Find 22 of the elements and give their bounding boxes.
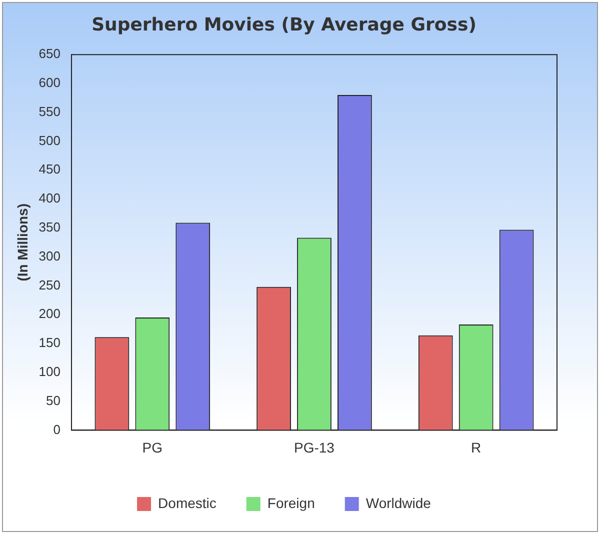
y-tick-label: 500 — [38, 132, 60, 148]
y-tick-label: 100 — [38, 364, 60, 379]
y-tick-label: 450 — [38, 162, 60, 177]
x-tick-label: R — [471, 439, 482, 456]
legend-label: Foreign — [267, 494, 315, 511]
y-tick-label: 250 — [38, 277, 60, 292]
y-tick-label: 150 — [38, 335, 60, 350]
y-tick-label: 400 — [38, 190, 60, 206]
y-tick-label: 650 — [38, 46, 60, 62]
chart-title: Superhero Movies (By Average Gross) — [92, 14, 476, 36]
y-tick-label: 600 — [38, 75, 60, 90]
y-tick-label: 0 — [53, 422, 60, 437]
legend-label: Domestic — [158, 494, 216, 511]
y-tick-label: 200 — [38, 306, 60, 322]
y-tick-label: 300 — [38, 248, 60, 264]
y-axis-title: (In Millions) — [14, 204, 30, 282]
y-tick-label: 350 — [38, 220, 60, 235]
x-tick-label: PG-13 — [294, 439, 335, 456]
legend-label: Worldwide — [366, 494, 432, 511]
x-tick-label: PG — [142, 439, 163, 456]
y-tick-label: 50 — [46, 392, 60, 408]
y-tick-label: 550 — [38, 104, 60, 119]
